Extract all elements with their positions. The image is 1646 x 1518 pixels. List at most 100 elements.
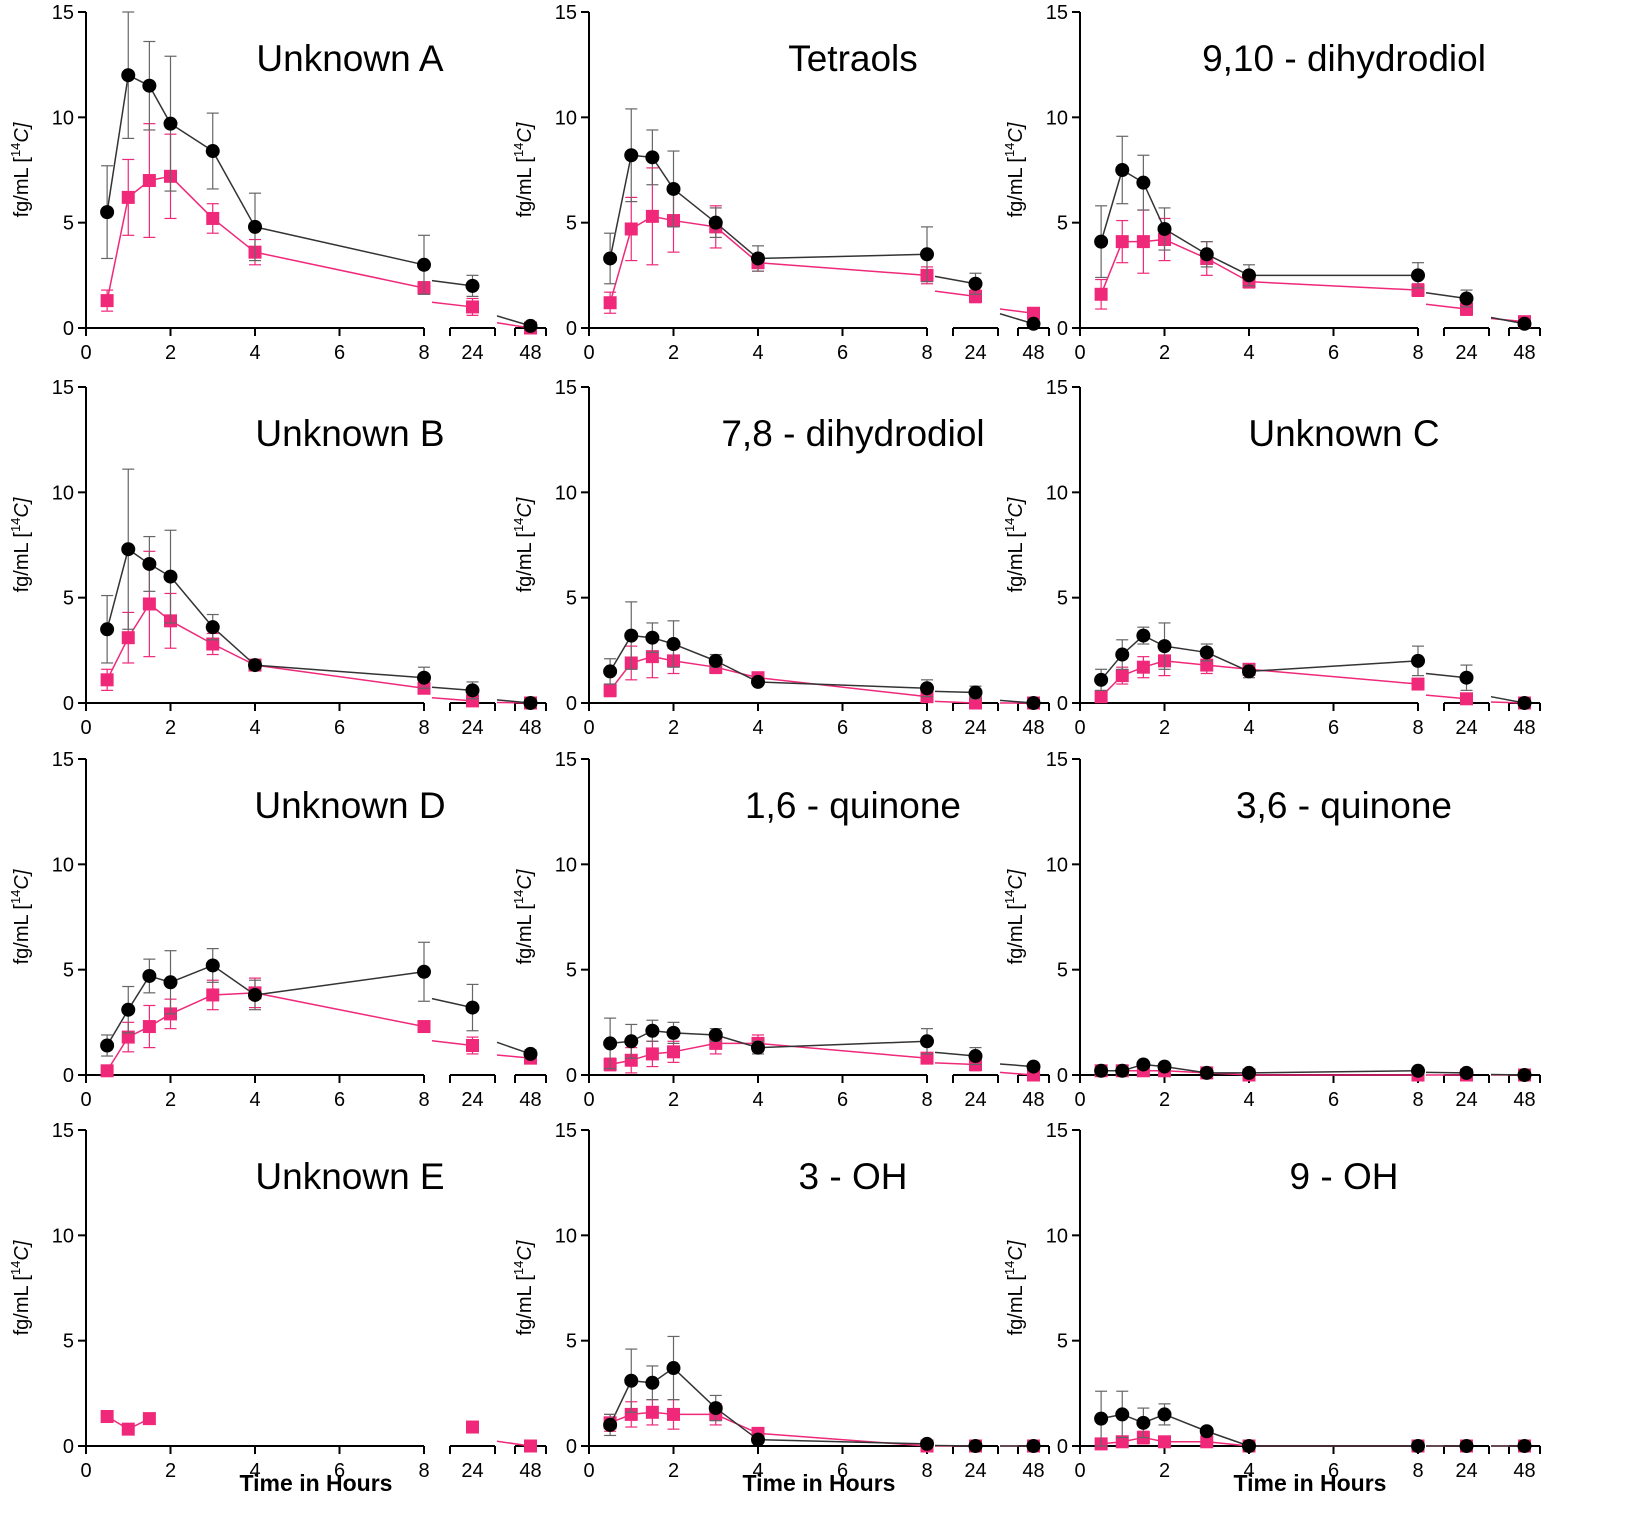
y-tick-label: 5: [63, 588, 74, 610]
x-axis-label: Time in Hours: [1234, 1470, 1387, 1496]
data-point-black-circle: [1094, 672, 1109, 687]
x-tick-label: 0: [583, 1089, 594, 1111]
y-axis-label-suffix: C]: [1005, 1240, 1027, 1260]
data-point-black-circle: [603, 251, 618, 266]
data-point-pink-square: [100, 1064, 114, 1078]
data-point-black-circle: [708, 653, 723, 668]
series-line: [212, 643, 256, 666]
y-axis-label-superscript: 14: [511, 518, 526, 532]
x-tick-label: 6: [334, 342, 345, 364]
series-line: [1164, 1413, 1208, 1432]
series-line: [673, 219, 716, 228]
y-axis-label: fg/mL [14C]: [511, 122, 536, 217]
data-point-black-circle: [417, 257, 431, 272]
data-point-black-circle: [708, 215, 723, 230]
data-point-pink-square: [1460, 692, 1473, 706]
data-point-black-circle: [142, 968, 157, 983]
data-point-black-circle: [708, 1027, 723, 1042]
data-point-pink-square: [1027, 306, 1040, 320]
y-axis-label-text: fg/mL [: [514, 157, 536, 218]
series-line: [170, 994, 214, 1015]
y-axis-label: fg/mL [14C]: [1002, 1240, 1027, 1335]
chart-title: 9 - OH: [1290, 1156, 1399, 1197]
x-tick-label: 0: [1074, 1089, 1085, 1111]
y-tick-label: 10: [555, 107, 577, 129]
x-tick-label: 24: [1455, 1089, 1477, 1111]
x-tick-label: 24: [964, 1089, 986, 1111]
series-line: [715, 660, 759, 683]
x-tick-label: 8: [418, 1460, 429, 1482]
data-point-pink-square: [142, 597, 156, 611]
data-point-black-circle: [465, 683, 480, 698]
y-axis-label-text: fg/mL [: [1005, 532, 1027, 593]
data-point-black-circle: [465, 1000, 480, 1015]
data-point-black-circle: [1136, 1057, 1151, 1072]
data-point-black-circle: [142, 78, 157, 93]
data-point-pink-square: [206, 211, 220, 225]
chart-title: 1,6 - quinone: [745, 785, 961, 826]
series-line: [934, 1062, 976, 1066]
y-tick-label: 0: [1057, 1436, 1068, 1458]
data-point-black-circle: [248, 658, 262, 673]
x-tick-label: 24: [1455, 342, 1477, 364]
series-line: [212, 964, 256, 996]
x-tick-label: 48: [1022, 342, 1044, 364]
data-point-black-circle: [163, 975, 178, 990]
data-point-black-circle: [1242, 664, 1256, 679]
data-point-black-circle: [968, 1049, 983, 1064]
data-point-black-circle: [1157, 221, 1172, 236]
x-tick-label: 2: [1159, 717, 1170, 739]
data-point-pink-square: [121, 1422, 135, 1436]
series-line: [254, 971, 425, 996]
y-axis-label: fg/mL [14C]: [8, 1240, 33, 1335]
data-point-black-circle: [100, 622, 115, 637]
data-point-black-circle: [523, 696, 538, 710]
x-axis-label: Time in Hours: [240, 1470, 393, 1496]
y-tick-label: 15: [52, 377, 74, 399]
series-line: [1164, 238, 1208, 260]
x-tick-label: 6: [334, 1089, 345, 1111]
x-tick-label: 48: [1513, 1089, 1535, 1111]
y-tick-label: 0: [63, 693, 74, 715]
data-point-black-circle: [100, 205, 115, 220]
data-point-black-circle: [751, 674, 765, 689]
y-tick-label: 10: [555, 1225, 577, 1247]
x-tick-label: 4: [1243, 717, 1254, 739]
data-point-black-circle: [920, 247, 934, 262]
data-point-black-circle: [968, 1439, 983, 1453]
data-point-black-circle: [1157, 1059, 1172, 1074]
x-tick-label: 6: [837, 1460, 848, 1482]
y-axis-label-suffix: C]: [1005, 122, 1027, 142]
data-point-pink-square: [667, 1407, 680, 1421]
x-tick-label: 2: [165, 342, 176, 364]
series-line: [1142, 182, 1166, 230]
x-tick-label: 2: [1159, 1460, 1170, 1482]
x-tick-label: 8: [1412, 1089, 1423, 1111]
y-tick-label: 10: [52, 482, 74, 504]
data-point-pink-square: [645, 209, 659, 223]
data-point-black-circle: [121, 1002, 136, 1017]
series-line: [672, 1367, 717, 1409]
series-line: [757, 681, 928, 690]
y-axis-label-suffix: C]: [11, 497, 33, 517]
series-line: [212, 626, 256, 666]
data-point-black-circle: [205, 958, 220, 973]
series-line: [715, 226, 759, 264]
y-tick-label: 5: [63, 213, 74, 235]
data-point-black-circle: [645, 1375, 660, 1390]
y-axis-label-superscript: 14: [1002, 143, 1017, 157]
series-line: [1425, 303, 1467, 310]
data-point-pink-square: [624, 222, 638, 236]
data-point-pink-square: [417, 1020, 431, 1034]
x-tick-label: 24: [1455, 717, 1477, 739]
data-point-black-circle: [1115, 163, 1130, 177]
x-tick-label: 48: [1022, 1089, 1044, 1111]
series-line: [673, 643, 717, 662]
data-point-pink-square: [121, 1030, 135, 1044]
series-line: [212, 150, 256, 228]
x-tick-label: 0: [80, 342, 91, 364]
series-line: [169, 576, 214, 628]
y-tick-label: 15: [1046, 2, 1068, 24]
y-tick-label: 10: [1046, 1225, 1068, 1247]
